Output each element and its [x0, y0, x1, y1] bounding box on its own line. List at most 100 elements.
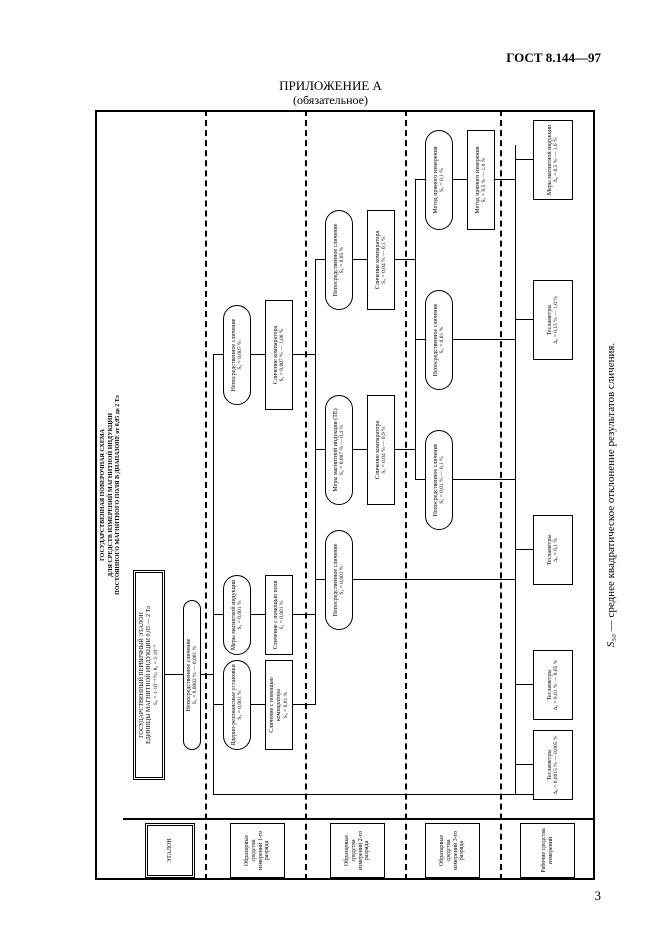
node-wa: Тесламетры Δ₀ = 0,0015 % — 0,005 % — [533, 730, 573, 800]
c-r3-bus — [415, 180, 416, 480]
c-mnp-down — [201, 674, 213, 675]
rowlabel-r3: Образцовые средства измерений 3-го разря… — [425, 823, 480, 878]
r1c-t1: Непосредственное сличение — [231, 319, 238, 392]
r1a-t2: S₅ = 0,001 % — [237, 690, 243, 719]
we-t1: Меры магнитной индукции — [547, 125, 554, 195]
c-w-bus — [515, 145, 516, 795]
sep-0-1 — [205, 110, 207, 880]
rowlabel-r1: Образцовые средства измерений 1-го разря… — [230, 823, 285, 878]
c-r1b-m12b — [251, 614, 265, 615]
schema-title-l3: ПОСТОЯННОГО МАГНИТНОГО ПОЛЯ В ДИАПАЗОНЕ … — [115, 395, 121, 595]
sep-2-3 — [405, 110, 407, 880]
sep-1-2 — [305, 110, 307, 880]
c-bus-r1c — [213, 354, 223, 355]
c-m12a-r2bus — [293, 704, 315, 705]
c-r2bus-r2b — [315, 449, 325, 450]
page: ГОСТ 8.144—97 ПРИЛОЖЕНИЕ А (обязательное… — [0, 0, 661, 936]
node-m12a: Сличение с помощью компаратора S₅ = 0,01… — [265, 660, 293, 750]
m34-t2: S₅ = 0,5 % — 1,0 % — [481, 158, 487, 203]
m23a-t1: Сличение компаратора — [375, 421, 382, 479]
etalon-t1: ГОСУДАРСТВЕННЫЙ ПЕРВИЧНЫЙ ЭТАЛОН — [139, 612, 146, 738]
r1a-t1: Ядерно-резонансные установки — [231, 664, 238, 745]
node-r3a: Непосредственное сличение S₅ = 0,01 % — … — [425, 430, 453, 530]
c-r2bus-r2a — [315, 579, 325, 580]
m12b-t2: S₅ = 0,001 % — [279, 600, 285, 629]
c-m12b-r2bus — [293, 614, 315, 615]
r3a-t2: S₅ = 0,01 % — 0,1 % — [439, 456, 445, 504]
m34-t1: Метод прямого измерения — [475, 146, 482, 213]
m23b-t2: S₅ = 0,04 % — 0,1 % — [381, 236, 387, 284]
c-bus-left — [213, 794, 533, 795]
c-etalon-mnp — [165, 674, 183, 675]
c-r1c-m12c — [251, 354, 265, 355]
node-m12c: Сличение компаратора S₅ = 0,007 % — 1,00… — [265, 300, 293, 410]
r2b-t1: Меры магнитной индукции (ТЕ) — [333, 408, 340, 491]
m12c-t2: S₅ = 0,007 % — 1,00 % — [279, 329, 285, 382]
c-m23a-r3bus — [395, 449, 415, 450]
r1b-t1: Меры магнитной индукции — [231, 580, 238, 650]
node-etalon: ГОСУДАРСТВЕННЫЙ ПЕРВИЧНЫЙ ЭТАЛОН ЕДИНИЦЫ… — [133, 570, 165, 780]
node-m34: Метод прямого измерения S₅ = 0,5 % — 1,0… — [467, 130, 495, 230]
r3b-t1: Непосредственное сличение — [433, 304, 440, 377]
r1c-t2: S₅ = 0,007 % — [237, 340, 243, 369]
c-r3c-m34 — [453, 179, 467, 180]
wc-t1: Тесламетры — [547, 535, 554, 566]
c-r2b-m23a — [353, 449, 367, 450]
rowlabel-r2: Образцовые средства измерений 2-го разря… — [330, 823, 385, 878]
c-wbus-b — [515, 684, 533, 685]
we-t2: Δ₀ = 0,5 % — 1,0 % — [553, 137, 559, 182]
c-wbus-a — [515, 764, 533, 765]
schema-title-l2: ДЛЯ СРЕДСТВ ИЗМЕРЕНИЙ МАГНИТНОЙ ИНДУКЦИИ — [108, 413, 114, 577]
c-r2bus-r2c — [315, 259, 325, 260]
c-bus-r1a — [213, 704, 223, 705]
c-r2c-m23b — [353, 259, 367, 260]
c-r2a-wbus — [353, 579, 515, 580]
r2b-t2: S₅ = 0,007 % — 0,4 % — [339, 425, 345, 475]
footnote: S₅₀ — среднее квадратическое отклонение … — [605, 110, 617, 880]
c-wbus-e — [515, 159, 533, 160]
c-wbus-d — [515, 319, 533, 320]
node-r1b: Меры магнитной индукции S₅ = 0,001 % — [223, 575, 251, 655]
r2a-t1: Непосредственное сличение — [333, 544, 340, 617]
rowlabel-r4: Рабочие средства измерений — [520, 823, 575, 878]
node-r1c: Непосредственное сличение S₅ = 0,007 % — [223, 305, 251, 405]
wc-t2: Δ₀ = 0,1 % — [553, 538, 559, 562]
footnote-text: — среднее квадратическое отклонение резу… — [605, 343, 617, 634]
r1b-t2: S₅ = 0,001 % — [237, 600, 243, 629]
rowlabel-etalon: ЭТАЛОН — [145, 823, 195, 878]
node-wc: Тесламетры Δ₀ = 0,1 % — [533, 515, 573, 585]
m-np-t1: Непосредственное сличение — [186, 639, 193, 712]
r2a-t2: S₅ = 0,001 % — [339, 565, 345, 594]
verification-schema: ГОСУДАРСТВЕННАЯ ПОВЕРОЧНАЯ СХЕМА ДЛЯ СРЕ… — [95, 110, 595, 880]
node-r2a: Непосредственное сличение S₅ = 0,001 % — [325, 530, 353, 630]
wb-t1: Тесламетры — [547, 670, 554, 701]
node-r3c: Метод прямого измерения S₅ = 0,1 % — [425, 130, 453, 230]
m12a-t2: S₅ = 0,01 % — [283, 692, 289, 718]
wb-t2: Δ₀ = 0,01 % — 0,05 % — [553, 660, 559, 711]
appendix-title: ПРИЛОЖЕНИЕ А — [0, 78, 661, 94]
node-r3b: Непосредственное сличение S₅ = 0,01 % — [425, 290, 453, 390]
gost-number: ГОСТ 8.144—97 — [506, 50, 601, 66]
schema-title: ГОСУДАРСТВЕННАЯ ПОВЕРОЧНАЯ СХЕМА ДЛЯ СРЕ… — [99, 110, 122, 880]
m-np-t2: S₅ = 0,0002 % — 0,001 % — [192, 646, 198, 705]
wa-t1: Тесламетры — [547, 750, 554, 781]
etalon-t3: S₀ = 1·10⁻⁴ %; θ₀ = 3·10⁻⁴ — [153, 645, 159, 705]
etalon-t2: ЕДИНИЦЫ МАГНИТНОЙ ИНДУКЦИИ 0,05 — 2 Тл — [146, 606, 153, 744]
c-r3bus-c — [415, 179, 425, 180]
node-m-np: Непосредственное сличение S₅ = 0,0002 % … — [183, 600, 201, 750]
node-r2b: Меры магнитной индукции (ТЕ) S₅ = 0,007 … — [325, 395, 353, 505]
node-wb: Тесламетры Δ₀ = 0,01 % — 0,05 % — [533, 650, 573, 720]
node-we: Меры магнитной индукции Δ₀ = 0,5 % — 1,0… — [533, 120, 573, 200]
r3b-t2: S₅ = 0,01 % — [439, 327, 445, 353]
r3a-t1: Непосредственное сличение — [433, 444, 440, 517]
c-m23b-r3bus — [395, 259, 415, 260]
r3c-t2: S₅ = 0,1 % — [439, 168, 445, 192]
m12c-t1: Сличение компаратора — [273, 326, 280, 384]
m23b-t1: Сличение компаратора — [375, 231, 382, 289]
node-r1a: Ядерно-резонансные установки S₅ = 0,001 … — [223, 660, 251, 750]
r3c-t1: Метод прямого измерения — [433, 146, 440, 213]
m12a-t1: Сличение с помощью компаратора — [269, 664, 282, 746]
node-wd: Тесламетры Δ₀ = 0,15 % — 1,0 % — [533, 280, 573, 360]
m12b-t1: Сличение с помощью поля — [273, 581, 280, 650]
c-m12c-r2bus — [293, 354, 315, 355]
